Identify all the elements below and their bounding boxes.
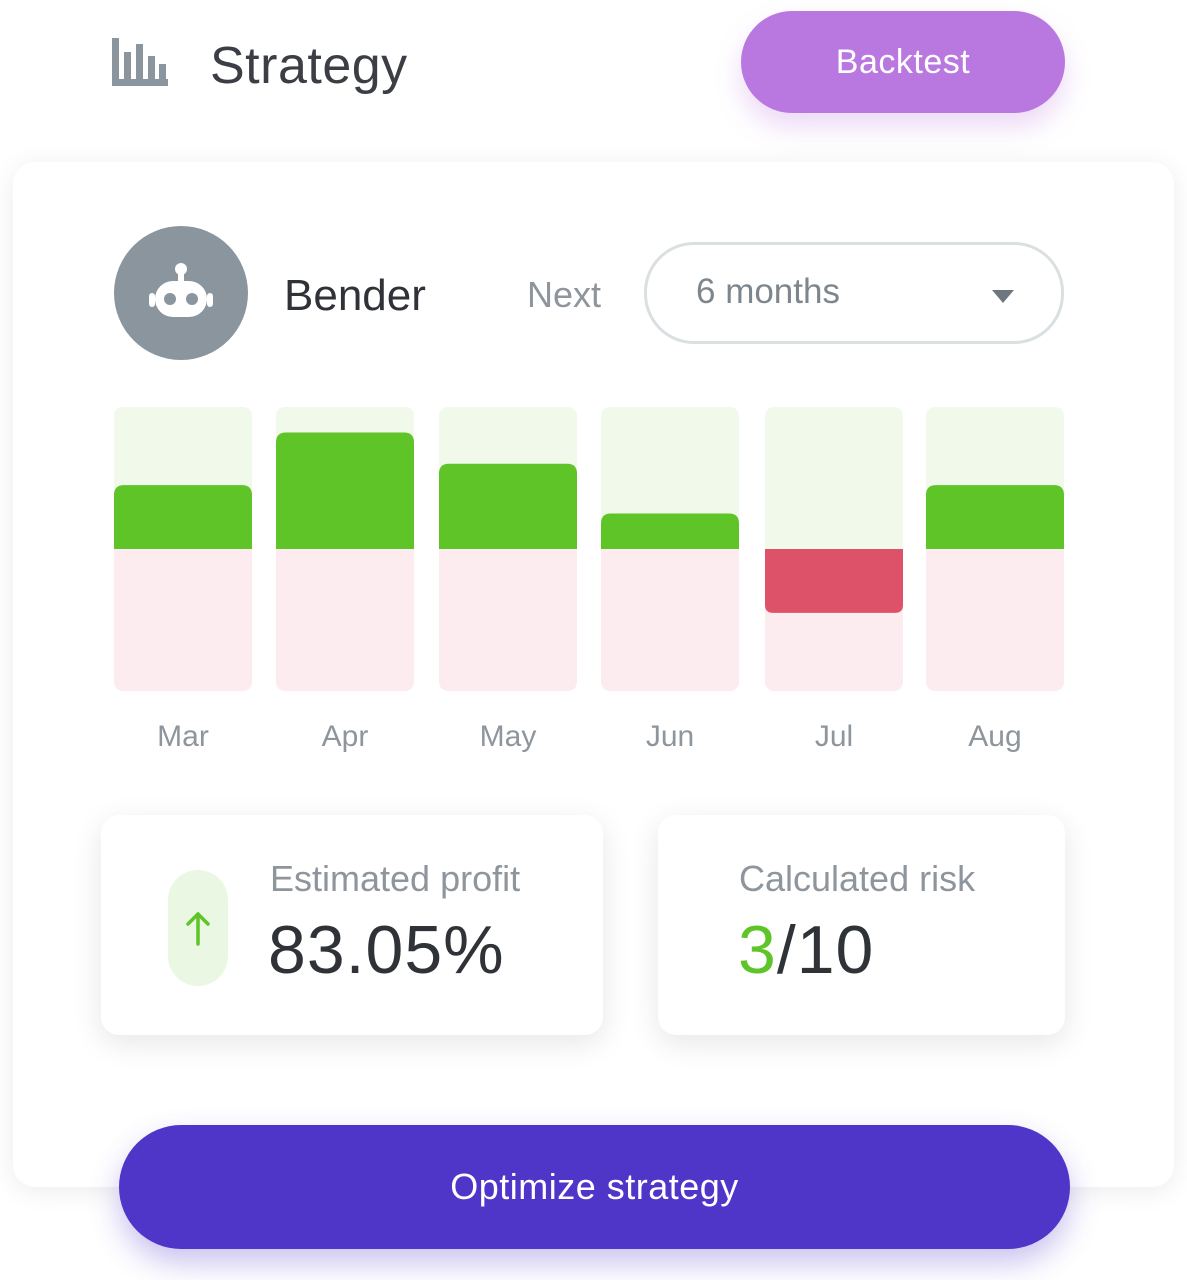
calculated-risk-card (658, 815, 1065, 1035)
bar-mar (114, 485, 252, 549)
avatar (114, 226, 248, 360)
bar-track-negative-aug (926, 549, 1064, 691)
tick-label-jun: Jun (646, 720, 694, 753)
bar-track-positive-jul (765, 407, 903, 549)
bar-track-negative-apr (276, 549, 414, 691)
bar-jun (601, 513, 739, 549)
tick-label-apr: Apr (322, 720, 369, 753)
tick-label-mar: Mar (157, 720, 209, 753)
tick-label-may: May (480, 720, 537, 753)
arrow-up-icon (168, 870, 228, 986)
optimize-strategy-button[interactable]: Optimize strategy (119, 1125, 1070, 1249)
tick-label-aug: Aug (968, 720, 1021, 753)
calculated-risk-label: Calculated risk (739, 858, 976, 899)
calculated-risk-value: 3/10 (738, 910, 874, 990)
bot-name: Bender (284, 271, 426, 320)
next-label: Next (527, 274, 602, 315)
bar-may (439, 463, 577, 549)
bar-aug (926, 485, 1064, 549)
bar-jul (765, 549, 903, 613)
bar-chart-icon (112, 38, 168, 86)
risk-max: /10 (776, 912, 875, 988)
bar-track-negative-mar (114, 549, 252, 691)
tick-label-jul: Jul (815, 720, 853, 753)
robot-icon (149, 263, 213, 317)
bar-track-negative-may (439, 549, 577, 691)
period-select[interactable]: 6 months (644, 242, 1064, 344)
bar-apr (276, 432, 414, 549)
monthly-performance-chart: Mar Apr May Jun Jul Aug (114, 407, 1064, 753)
caret-down-icon (992, 290, 1014, 303)
estimated-profit-label: Estimated profit (270, 858, 521, 899)
backtest-button[interactable]: Backtest (741, 11, 1065, 113)
period-select-value: 6 months (696, 272, 840, 311)
bar-track-negative-jun (601, 549, 739, 691)
page-title: Strategy (210, 37, 408, 95)
risk-score: 3 (738, 912, 777, 988)
estimated-profit-value: 83.05% (268, 912, 505, 988)
